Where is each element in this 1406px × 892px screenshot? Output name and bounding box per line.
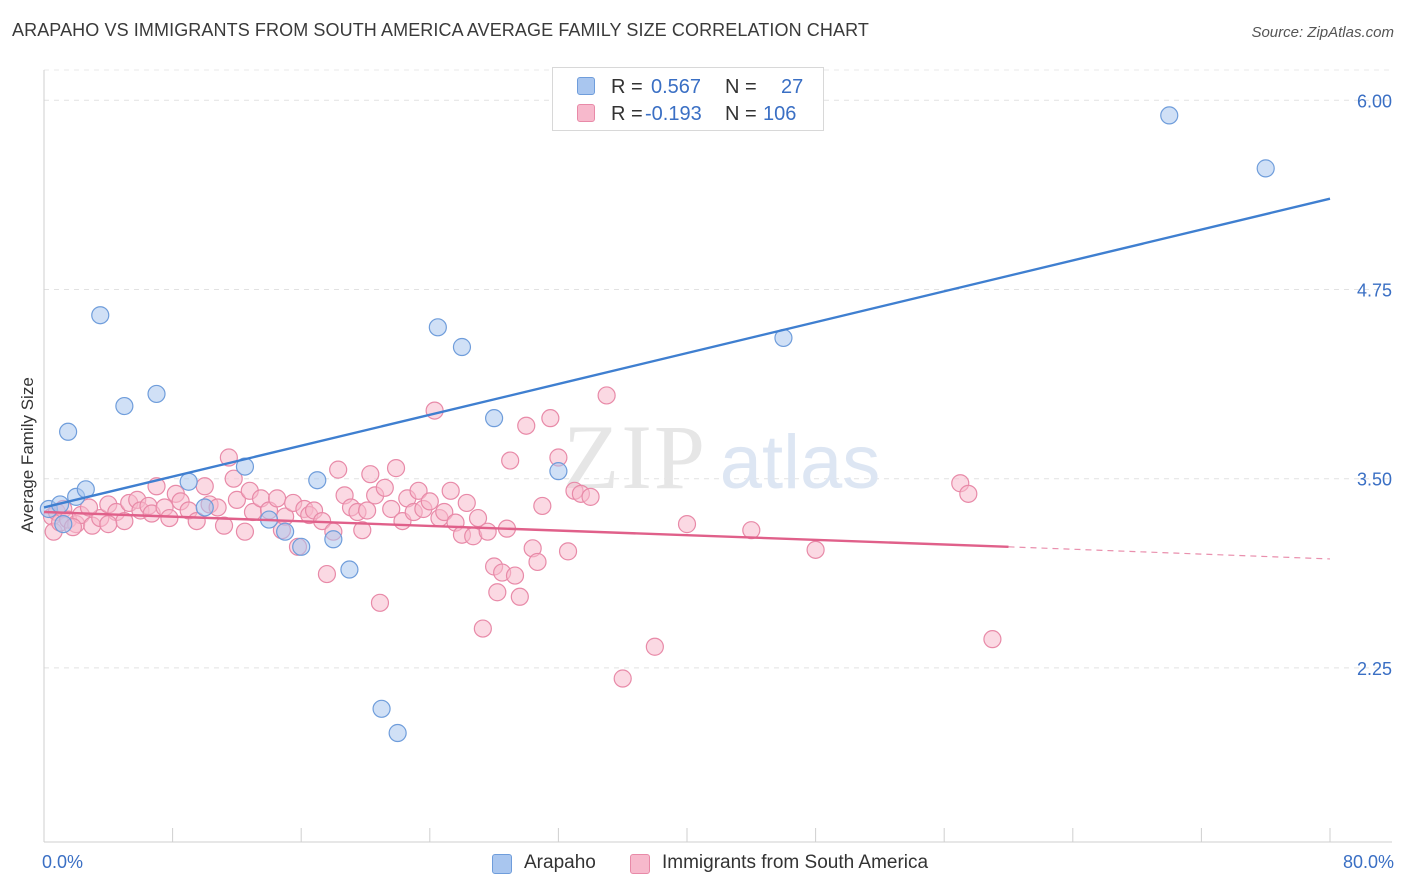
- point-immigrants: [517, 416, 536, 435]
- point-arapaho: [179, 472, 198, 491]
- legend-r-label: R =: [611, 76, 643, 98]
- chart-title: ARAPAHO VS IMMIGRANTS FROM SOUTH AMERICA…: [12, 20, 869, 40]
- point-arapaho: [276, 522, 295, 541]
- point-immigrants: [488, 583, 507, 602]
- point-immigrants: [435, 502, 454, 522]
- point-immigrants: [457, 493, 476, 513]
- point-immigrants: [353, 521, 372, 540]
- point-arapaho: [549, 462, 568, 481]
- point-immigrants: [370, 593, 390, 612]
- point-immigrants: [375, 478, 394, 497]
- watermark-atlas: atlas: [720, 420, 881, 505]
- y-tick-label: 3.50: [1357, 470, 1392, 490]
- point-arapaho: [147, 384, 166, 404]
- point-immigrants: [79, 498, 99, 517]
- point-immigrants: [533, 496, 552, 516]
- legend-swatch-arapaho: [577, 77, 595, 95]
- y-tick-label: 2.25: [1357, 659, 1392, 679]
- point-arapaho: [324, 530, 343, 549]
- point-immigrants: [983, 630, 1002, 649]
- point-arapaho: [1256, 159, 1275, 178]
- point-immigrants: [99, 515, 118, 534]
- y-tick-label: 6.00: [1357, 91, 1392, 111]
- point-immigrants: [227, 490, 246, 509]
- point-immigrants: [501, 451, 520, 470]
- point-immigrants: [558, 542, 578, 561]
- trend-line-arapaho: [43, 197, 1331, 509]
- point-arapaho: [54, 515, 73, 534]
- trend-line-immigrants-extension: [1008, 546, 1331, 560]
- x-tick-label-max: 80.0%: [1342, 852, 1394, 872]
- grid-lines: [44, 69, 1392, 669]
- point-arapaho: [388, 723, 407, 743]
- y-tick-label: 4.75: [1357, 280, 1392, 300]
- point-immigrants: [581, 487, 600, 506]
- point-arapaho: [308, 471, 327, 490]
- axes: [43, 70, 1392, 843]
- point-immigrants: [505, 566, 525, 585]
- point-immigrants: [473, 619, 492, 638]
- point-immigrants: [510, 587, 529, 606]
- point-arapaho: [372, 699, 391, 718]
- point-immigrants: [409, 481, 428, 500]
- point-immigrants: [420, 492, 439, 511]
- point-immigrants: [361, 465, 380, 484]
- legend-r-value: -0.193: [645, 103, 702, 125]
- legend-r-value: 0.567: [651, 76, 702, 98]
- y-tick-labels: 2.25 3.50 4.75 6.00: [1357, 91, 1392, 679]
- point-immigrants: [214, 516, 234, 535]
- point-arapaho: [428, 318, 447, 337]
- bottom-legend-swatch-immigrants: [630, 854, 650, 874]
- trend-line-immigrants: [43, 510, 1009, 549]
- point-immigrants: [382, 499, 401, 519]
- point-immigrants: [386, 459, 406, 478]
- point-immigrants: [645, 637, 664, 656]
- x-tick-label-min: 0.0%: [42, 852, 84, 872]
- point-immigrants: [597, 386, 616, 405]
- point-immigrants: [742, 521, 761, 540]
- point-arapaho: [195, 498, 214, 517]
- point-immigrants: [195, 477, 214, 496]
- point-immigrants: [541, 409, 560, 428]
- point-immigrants: [959, 484, 978, 503]
- point-arapaho: [452, 337, 472, 357]
- legend-n-label: N =: [725, 103, 757, 125]
- point-immigrants: [235, 522, 255, 541]
- point-immigrants: [528, 552, 547, 572]
- point-arapaho: [292, 537, 311, 556]
- point-immigrants: [425, 401, 444, 420]
- point-immigrants: [358, 501, 377, 520]
- point-immigrants: [160, 508, 179, 528]
- point-immigrants: [806, 540, 825, 559]
- point-arapaho: [485, 409, 504, 428]
- point-immigrants: [329, 460, 348, 479]
- point-immigrants: [613, 669, 632, 688]
- bottom-legend-label-arapaho: Arapaho: [524, 852, 596, 873]
- point-immigrants: [677, 515, 697, 534]
- point-immigrants: [317, 564, 337, 584]
- legend-n-value: 106: [763, 103, 797, 125]
- point-immigrants: [267, 489, 287, 508]
- point-arapaho: [115, 396, 134, 416]
- legend-swatch-immigrants: [577, 104, 595, 122]
- point-immigrants: [441, 481, 460, 500]
- watermark: ZIP atlas: [563, 406, 880, 508]
- correlation-legend: R = 0.567 N = 27 R = -0.193 N = 106: [552, 67, 824, 131]
- point-arapaho: [1160, 106, 1179, 125]
- legend-n-value: 27: [781, 76, 804, 98]
- legend-n-label: N =: [725, 76, 757, 98]
- point-arapaho: [91, 306, 110, 325]
- source-label: Source: ZipAtlas.com: [1251, 24, 1394, 41]
- bottom-legend-swatch-arapaho: [492, 854, 512, 874]
- point-arapaho: [340, 560, 359, 579]
- point-immigrants: [224, 469, 243, 488]
- point-immigrants: [478, 522, 497, 541]
- point-arapaho: [59, 422, 78, 441]
- legend-r-label: R =: [611, 103, 643, 125]
- trend-lines: [43, 197, 1331, 560]
- bottom-legend-label-immigrants: Immigrants from South America: [662, 852, 929, 873]
